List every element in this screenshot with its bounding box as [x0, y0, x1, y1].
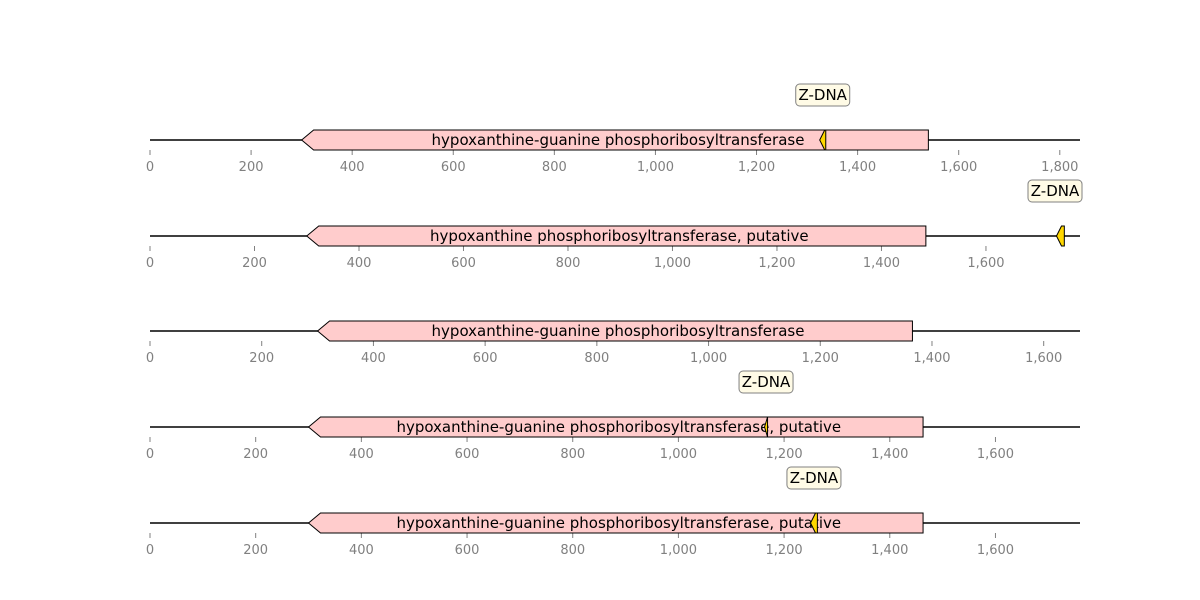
gene-feature-arrow — [307, 512, 924, 534]
gene-feature-label: hypoxanthine phosphoribosyltransferase, … — [430, 227, 809, 245]
axis-tick-label: 600 — [451, 256, 476, 271]
axis-tick-label: 200 — [243, 543, 268, 558]
axis-tick-label: 1,600 — [977, 447, 1014, 462]
zdna-feature-marker — [809, 512, 818, 534]
gene-feature-label: hypoxanthine-guanine phosphoribosyltrans… — [432, 322, 805, 340]
axis-tick-label: 800 — [560, 447, 585, 462]
zdna-callout-box — [795, 83, 851, 107]
axis-tick-label: 800 — [560, 543, 585, 558]
axis-tick-label: 1,000 — [654, 256, 691, 271]
axis-tick-label: 1,600 — [967, 256, 1004, 271]
axis-tick-label: 1,600 — [940, 160, 977, 175]
axis-tick-label: 0 — [146, 351, 154, 366]
axis-tick-label: 400 — [361, 351, 386, 366]
axis-tick-label: 0 — [146, 447, 154, 462]
axis-tick-label: 600 — [455, 447, 480, 462]
axis-tick-label: 0 — [146, 543, 154, 558]
axis-tick-label: 1,400 — [871, 543, 908, 558]
feature-map-track: 0 200 400 600 800 1,000 1,200 1,400 1,600 hypoxan… — [146, 320, 1080, 366]
zdna-feature-marker — [819, 129, 827, 151]
axis-tick-label: 400 — [340, 160, 365, 175]
axis-tick-label: 1,200 — [758, 256, 795, 271]
axis-tick-label: 1,200 — [765, 447, 802, 462]
zdna-feature-marker — [1055, 225, 1065, 247]
axis-tick-label: 600 — [455, 543, 480, 558]
axis-tick-label: 0 — [146, 160, 154, 175]
axis-tick-label: 1,400 — [913, 351, 950, 366]
axis-tick-label: 400 — [347, 256, 372, 271]
feature-map-track: 0 200 400 600 800 1,000 1,200 1,400 1,600 hypoxan… — [146, 179, 1083, 271]
zdna-callout-label: Z-DNA — [790, 469, 839, 487]
axis-tick-label: 1,400 — [871, 447, 908, 462]
axis-tick-label: 200 — [242, 256, 267, 271]
axis-tick-label: 1,000 — [660, 543, 697, 558]
gene-feature-label: hypoxanthine-guanine phosphoribosyltrans… — [432, 131, 805, 149]
zdna-feature-marker — [764, 416, 769, 438]
axis-tick-label: 1,000 — [660, 447, 697, 462]
zdna-callout-label: Z-DNA — [1031, 182, 1080, 200]
axis-tick-label: 1,200 — [738, 160, 775, 175]
axis-tick-label: 1,000 — [637, 160, 674, 175]
axis-tick-label: 0 — [146, 256, 154, 271]
axis-tick-label: 1,000 — [690, 351, 727, 366]
axis-tick-label: 1,400 — [863, 256, 900, 271]
gene-feature-label: hypoxanthine-guanine phosphoribosyltrans… — [396, 514, 841, 532]
axis-tick-label: 200 — [239, 160, 264, 175]
axis-tick-label: 400 — [349, 447, 374, 462]
gene-feature-label: hypoxanthine-guanine phosphoribosyltrans… — [396, 418, 841, 436]
axis-tick-label: 600 — [441, 160, 466, 175]
axis-tick-label: 800 — [584, 351, 609, 366]
gene-feature-arrow — [316, 320, 913, 342]
axis-tick-label: 1,600 — [1025, 351, 1062, 366]
feature-map-track: 0 200 400 600 800 1,000 1,200 1,400 1,600 hypoxan… — [146, 466, 1080, 558]
axis-tick-label: 1,400 — [839, 160, 876, 175]
feature-map-track: 0 200 400 600 800 1,000 1,200 1,400 1,600 1,800 hy… — [146, 83, 1080, 175]
axis-tick-label: 200 — [243, 447, 268, 462]
zdna-callout-box — [738, 370, 794, 394]
gene-feature-arrow — [305, 225, 927, 247]
axis-tick-label: 800 — [556, 256, 581, 271]
axis-tick-label: 600 — [473, 351, 498, 366]
zdna-callout-box — [1027, 179, 1083, 203]
axis-tick-label: 1,800 — [1041, 160, 1078, 175]
zdna-callout-box — [786, 466, 842, 490]
axis-tick-label: 800 — [542, 160, 567, 175]
axis-tick-label: 400 — [349, 543, 374, 558]
axis-tick-label: 1,600 — [977, 543, 1014, 558]
gene-feature-arrow — [300, 129, 929, 151]
gene-feature-arrow — [307, 416, 924, 438]
axis-tick-label: 1,200 — [765, 543, 802, 558]
axis-tick-label: 200 — [249, 351, 274, 366]
zdna-callout-label: Z-DNA — [742, 373, 791, 391]
zdna-callout-label: Z-DNA — [798, 86, 847, 104]
feature-map-track: 0 200 400 600 800 1,000 1,200 1,400 1,600 hypoxan… — [146, 370, 1080, 462]
axis-tick-label: 1,200 — [802, 351, 839, 366]
